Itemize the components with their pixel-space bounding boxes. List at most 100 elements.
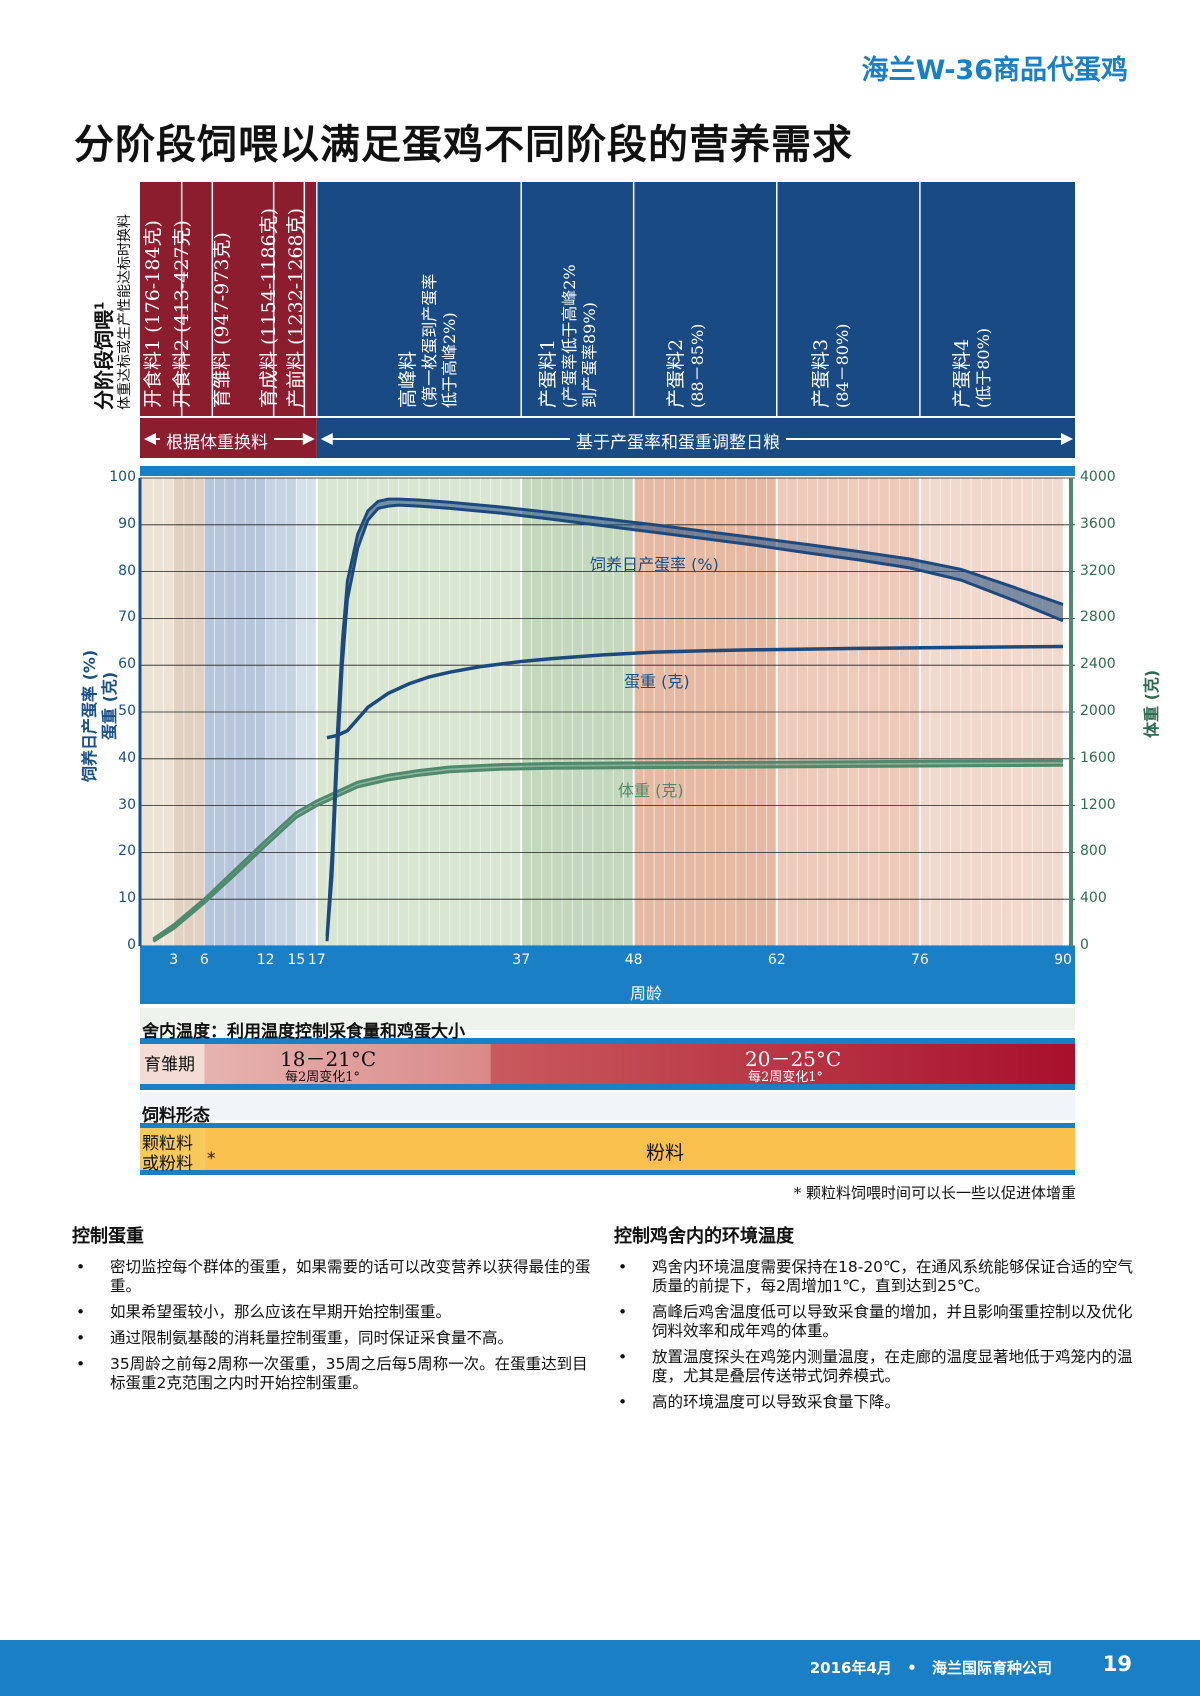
stage-name: 育成料 (1154-1186克) — [258, 208, 280, 408]
x-tick: 48 — [624, 952, 643, 968]
feed-form-title-bg — [140, 1092, 1075, 1120]
stage-label: 高峰料 (第一枚蛋到产蛋率 低于高峰2%) — [396, 274, 460, 408]
stage-detail: (88－85%) — [688, 323, 707, 408]
list-item: 放置温度探头在鸡笼内测量温度，在走廊的温度显著地低于鸡笼内的温度，尤其是叠层传送… — [614, 1348, 1134, 1386]
annotation-lay-rate: 饲养日产蛋率 (%) — [590, 555, 719, 574]
y-tick-right: 1200 — [1080, 796, 1116, 813]
arrowhead-right-a — [320, 433, 333, 445]
chart-top-stripe — [140, 466, 1075, 476]
page-title: 分阶段饲喂以满足蛋鸡不同阶段的营养需求 — [74, 122, 853, 168]
temperature-title-bg — [140, 1008, 1075, 1030]
feed-form-asterisk: * — [207, 1149, 216, 1169]
y-tick-right: 800 — [1080, 843, 1107, 860]
right-column: 控制鸡舍内的环境温度 鸡舍内环境温度需要保持在18-20℃，在通风系统能够保证合… — [614, 1222, 1134, 1419]
y-tick-left: 0 — [127, 937, 136, 953]
y-tick-left: 10 — [118, 890, 136, 907]
stage-detail: 低于高峰2%) — [440, 312, 459, 408]
stage-detail: (低于80%) — [974, 327, 993, 408]
stage-detail: (第一枚蛋到产蛋率 — [420, 273, 439, 408]
stage-label: 产蛋料3 (84－80%) — [809, 324, 853, 408]
x-tick: 37 — [512, 952, 531, 968]
y-tick-left: 100 — [109, 469, 136, 485]
y-tick-right: 400 — [1080, 890, 1107, 907]
y-tick-left: 30 — [118, 796, 136, 813]
list-item: 鸡舍内环境温度需要保持在18-20℃，在通风系统能够保证合适的空气质量的前提下，… — [614, 1258, 1134, 1296]
y-tick-right: 3200 — [1080, 562, 1116, 579]
x-axis-title: 周龄 — [630, 984, 663, 1003]
annotation-body-weight: 体重 (克) — [618, 781, 684, 800]
feed-form-left-label-1: 颗粒料 — [142, 1134, 193, 1154]
y-tick-right: 2400 — [1080, 656, 1116, 673]
list-item: 通过限制氨基酸的消耗量控制蛋重，同时保证采食量不高。 — [72, 1329, 592, 1348]
footer-date: 2016年4月 — [809, 1659, 892, 1677]
stage-label: 产蛋料2 (88－85%) — [664, 324, 708, 408]
arrowhead-right-b — [1061, 433, 1073, 445]
x-tick: 17 — [307, 952, 326, 968]
stage-header-red — [140, 182, 317, 416]
y-tick-left: 20 — [118, 843, 136, 860]
stage-name: 产蛋料4 — [951, 338, 973, 408]
y-tick-right: 2800 — [1080, 609, 1116, 626]
body-weight-lower-line — [152, 763, 1064, 943]
arrow-left-label: 根据体重换料 — [160, 428, 274, 453]
stage-label: 产前料 (1232-1268克) — [284, 208, 308, 408]
temperature-bottom-line — [140, 1084, 1075, 1090]
feed-form-left-label-2: 或粉料 — [142, 1154, 193, 1174]
stage-name: 高峰料 — [397, 350, 419, 408]
stage-label: 开食料2 (413-427克) — [170, 220, 194, 408]
temperature-title: 舍内温度：利用温度控制采食量和鸡蛋大小 — [142, 1022, 465, 1042]
footer-company: 海兰国际育种公司 — [931, 1659, 1052, 1677]
y-tick-right: 3600 — [1080, 515, 1116, 532]
temperature-range-2-sub: 每2周变化1° — [748, 1070, 824, 1085]
x-tick: 6 — [199, 952, 209, 968]
y-tick-right: 2000 — [1080, 703, 1116, 719]
arrowhead-left-a — [144, 433, 156, 445]
x-axis-bar — [140, 946, 1075, 1004]
list-item: 高峰后鸡舍温度低可以导致采食量的增加，并且影响蛋重控制以及优化饲料效率和成年鸡的… — [614, 1303, 1134, 1341]
stage-name: 产蛋料1 — [537, 338, 559, 408]
temperature-range-1-sub: 每2周变化1° — [285, 1070, 361, 1085]
left-column-list: 密切监控每个群体的蛋重，如果需要的话可以改变营养以获得最佳的蛋重。 如果希望蛋较… — [72, 1258, 592, 1393]
stage-name: 开食料1 (176-184克) — [142, 220, 164, 408]
y-tick-right: 1600 — [1080, 749, 1116, 766]
feed-form-top-line — [140, 1123, 1075, 1128]
list-item: 密切监控每个群体的蛋重，如果需要的话可以改变营养以获得最佳的蛋重。 — [72, 1258, 592, 1296]
stage-label: 育雏料 (947-973克) — [210, 232, 234, 408]
left-column-title: 控制蛋重 — [72, 1226, 144, 1247]
stage-detail: (产蛋率低于高峰2% — [560, 264, 579, 408]
stage-name: 开食料2 (413-427克) — [171, 220, 193, 408]
right-column-list: 鸡舍内环境温度需要保持在18-20℃，在通风系统能够保证合适的空气质量的前提下，… — [614, 1258, 1134, 1412]
stage-label: 产蛋料4 (低于80%) — [950, 328, 994, 408]
list-item: 如果希望蛋较小，那么应该在早期开始控制蛋重。 — [72, 1303, 592, 1322]
feed-form-pellet-cell — [140, 1128, 205, 1170]
arrowhead-left-b — [302, 433, 315, 445]
footer-bar — [0, 1640, 1200, 1696]
x-tick: 12 — [256, 952, 275, 968]
x-tick: 76 — [910, 952, 929, 968]
y-tick-right: 0 — [1080, 937, 1089, 953]
y-tick-left: 90 — [118, 515, 136, 532]
temperature-range-2-bar — [490, 1044, 1075, 1084]
lay-rate-lower-line — [325, 503, 1064, 942]
footer-credit: 2016年4月 • 海兰国际育种公司 — [810, 1657, 1052, 1678]
body-weight-upper-line — [152, 759, 1064, 941]
temperature-range-1: 18－21°C — [280, 1047, 377, 1071]
y-tick-left: 50 — [118, 703, 136, 719]
right-column-title: 控制鸡舍内的环境温度 — [614, 1226, 794, 1247]
y-axis-title-left-2: 蛋重 (克) — [100, 671, 119, 740]
temperature-range-1-bar — [204, 1044, 491, 1084]
annotation-egg-weight: 蛋重 (克) — [624, 672, 690, 691]
left-column: 控制蛋重 密切监控每个群体的蛋重，如果需要的话可以改变营养以获得最佳的蛋重。 如… — [72, 1222, 592, 1400]
temperature-period-label: 育雏期 — [144, 1055, 195, 1075]
y-tick-left: 60 — [118, 656, 136, 673]
stage-detail: (84－80%) — [833, 323, 852, 408]
y-tick-left: 80 — [118, 562, 136, 579]
feed-form-main-label: 粉料 — [646, 1142, 685, 1164]
stage-name: 育雏料 (947-973克) — [211, 232, 233, 408]
stage-name: 产蛋料2 — [665, 338, 687, 408]
list-item: 高的环境温度可以导致采食量下降。 — [614, 1393, 1134, 1412]
brand-title: 海兰W-36商品代蛋鸡 — [861, 55, 1128, 86]
temperature-brooding-cell — [140, 1044, 205, 1084]
y-tick-left: 40 — [118, 749, 136, 766]
feed-form-title: 饲料形态 — [142, 1106, 210, 1126]
